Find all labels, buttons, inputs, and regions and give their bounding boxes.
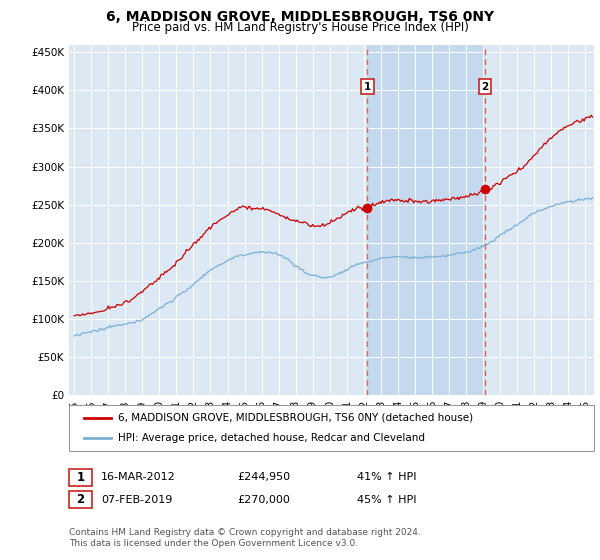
Text: £270,000: £270,000 xyxy=(237,494,290,505)
Text: 6, MADDISON GROVE, MIDDLESBROUGH, TS6 0NY (detached house): 6, MADDISON GROVE, MIDDLESBROUGH, TS6 0N… xyxy=(118,413,473,423)
Text: HPI: Average price, detached house, Redcar and Cleveland: HPI: Average price, detached house, Redc… xyxy=(118,433,425,443)
Text: Price paid vs. HM Land Registry's House Price Index (HPI): Price paid vs. HM Land Registry's House … xyxy=(131,21,469,34)
Text: 1: 1 xyxy=(364,82,371,92)
Bar xyxy=(367,45,485,395)
Text: 16-MAR-2012: 16-MAR-2012 xyxy=(101,472,176,482)
Text: 07-FEB-2019: 07-FEB-2019 xyxy=(101,494,172,505)
Text: 2: 2 xyxy=(481,82,488,92)
Text: 41% ↑ HPI: 41% ↑ HPI xyxy=(357,472,416,482)
Text: 1: 1 xyxy=(76,470,85,484)
Text: 2: 2 xyxy=(76,493,85,506)
Text: £244,950: £244,950 xyxy=(237,472,290,482)
Text: 45% ↑ HPI: 45% ↑ HPI xyxy=(357,494,416,505)
Text: Contains HM Land Registry data © Crown copyright and database right 2024.
This d: Contains HM Land Registry data © Crown c… xyxy=(69,528,421,548)
Text: 6, MADDISON GROVE, MIDDLESBROUGH, TS6 0NY: 6, MADDISON GROVE, MIDDLESBROUGH, TS6 0N… xyxy=(106,10,494,24)
